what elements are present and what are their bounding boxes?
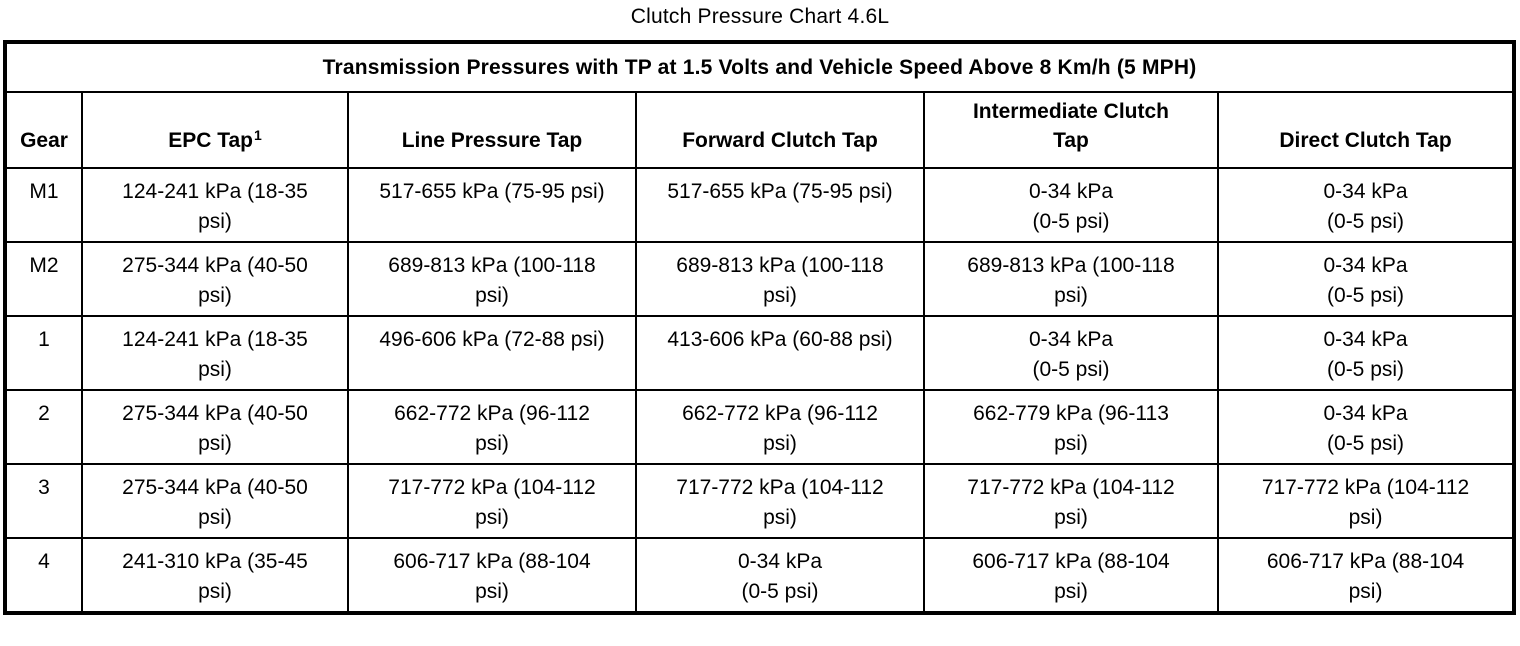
column-header-row: Gear EPC Tap1 Line Pressure Tap Forward … [4,91,1516,169]
table-banner: Transmission Pressures with TP at 1.5 Vo… [3,41,1516,93]
direct-clutch-tap-value: 0-34 kPa (0-5 psi) [1216,167,1516,243]
column-header-intermediate-clutch-tap: Intermediate Clutch Tap [923,91,1219,169]
gear-label: 3 [4,463,83,539]
intermediate-clutch-tap-value: 689-813 kPa (100-118 psi) [923,241,1219,317]
forward-clutch-tap-value: 0-34 kPa (0-5 psi) [635,537,925,614]
table-row-3: 3 275-344 kPa (40-50 psi) 717-772 kPa (1… [4,463,1516,539]
gear-label: 4 [4,537,83,614]
gear-label: 2 [4,389,83,465]
column-header-direct-clutch-tap: Direct Clutch Tap [1216,91,1516,169]
epc-tap-value: 275-344 kPa (40-50 psi) [81,463,349,539]
epc-footnote-marker: 1 [254,127,262,143]
line-pressure-tap-value: 496-606 kPa (72-88 psi) [347,315,637,391]
line-pressure-tap-value: 662-772 kPa (96-112 psi) [347,389,637,465]
forward-clutch-tap-value: 662-772 kPa (96-112 psi) [635,389,925,465]
line-pressure-tap-value: 689-813 kPa (100-118 psi) [347,241,637,317]
intermediate-clutch-tap-value: 0-34 kPa (0-5 psi) [923,167,1219,243]
column-header-line-pressure-tap: Line Pressure Tap [347,91,637,169]
clutch-pressure-table: Transmission Pressures with TP at 1.5 Vo… [3,40,1517,615]
epc-tap-value: 275-344 kPa (40-50 psi) [81,389,349,465]
table-row-m1: M1 124-241 kPa (18-35 psi) 517-655 kPa (… [4,167,1516,243]
column-header-gear: Gear [4,91,83,169]
epc-tap-value: 275-344 kPa (40-50 psi) [81,241,349,317]
gear-label: M1 [4,167,83,243]
direct-clutch-tap-value: 0-34 kPa (0-5 psi) [1216,389,1516,465]
table-banner-row: Transmission Pressures with TP at 1.5 Vo… [3,41,1516,93]
intermediate-clutch-tap-value: 606-717 kPa (88-104 psi) [923,537,1219,614]
column-header-epc-tap: EPC Tap1 [81,91,349,169]
direct-clutch-tap-value: 0-34 kPa (0-5 psi) [1216,315,1516,391]
forward-clutch-tap-value: 517-655 kPa (75-95 psi) [635,167,925,243]
table-row-2: 2 275-344 kPa (40-50 psi) 662-772 kPa (9… [4,389,1516,465]
direct-clutch-tap-value: 717-772 kPa (104-112 psi) [1216,463,1516,539]
epc-tap-value: 124-241 kPa (18-35 psi) [81,167,349,243]
page-title: Clutch Pressure Chart 4.6L [630,5,890,28]
epc-tap-value: 241-310 kPa (35-45 psi) [81,537,349,614]
forward-clutch-tap-value: 689-813 kPa (100-118 psi) [635,241,925,317]
forward-clutch-tap-value: 717-772 kPa (104-112 psi) [635,463,925,539]
direct-clutch-tap-value: 0-34 kPa (0-5 psi) [1216,241,1516,317]
line-pressure-tap-value: 606-717 kPa (88-104 psi) [347,537,637,614]
table-row-1: 1 124-241 kPa (18-35 psi) 496-606 kPa (7… [4,315,1516,391]
direct-clutch-tap-value: 606-717 kPa (88-104 psi) [1216,537,1516,614]
intermediate-clutch-tap-value: 717-772 kPa (104-112 psi) [923,463,1219,539]
forward-clutch-tap-value: 413-606 kPa (60-88 psi) [635,315,925,391]
gear-label: 1 [4,315,83,391]
column-header-forward-clutch-tap: Forward Clutch Tap [635,91,925,169]
intermediate-clutch-tap-value: 0-34 kPa (0-5 psi) [923,315,1219,391]
table-row-4: 4 241-310 kPa (35-45 psi) 606-717 kPa (8… [4,537,1516,614]
gear-label: M2 [4,241,83,317]
epc-tap-label: EPC Tap [168,129,253,152]
line-pressure-tap-value: 517-655 kPa (75-95 psi) [347,167,637,243]
table-row-m2: M2 275-344 kPa (40-50 psi) 689-813 kPa (… [4,241,1516,317]
line-pressure-tap-value: 717-772 kPa (104-112 psi) [347,463,637,539]
epc-tap-value: 124-241 kPa (18-35 psi) [81,315,349,391]
intermediate-clutch-tap-value: 662-779 kPa (96-113 psi) [923,389,1219,465]
